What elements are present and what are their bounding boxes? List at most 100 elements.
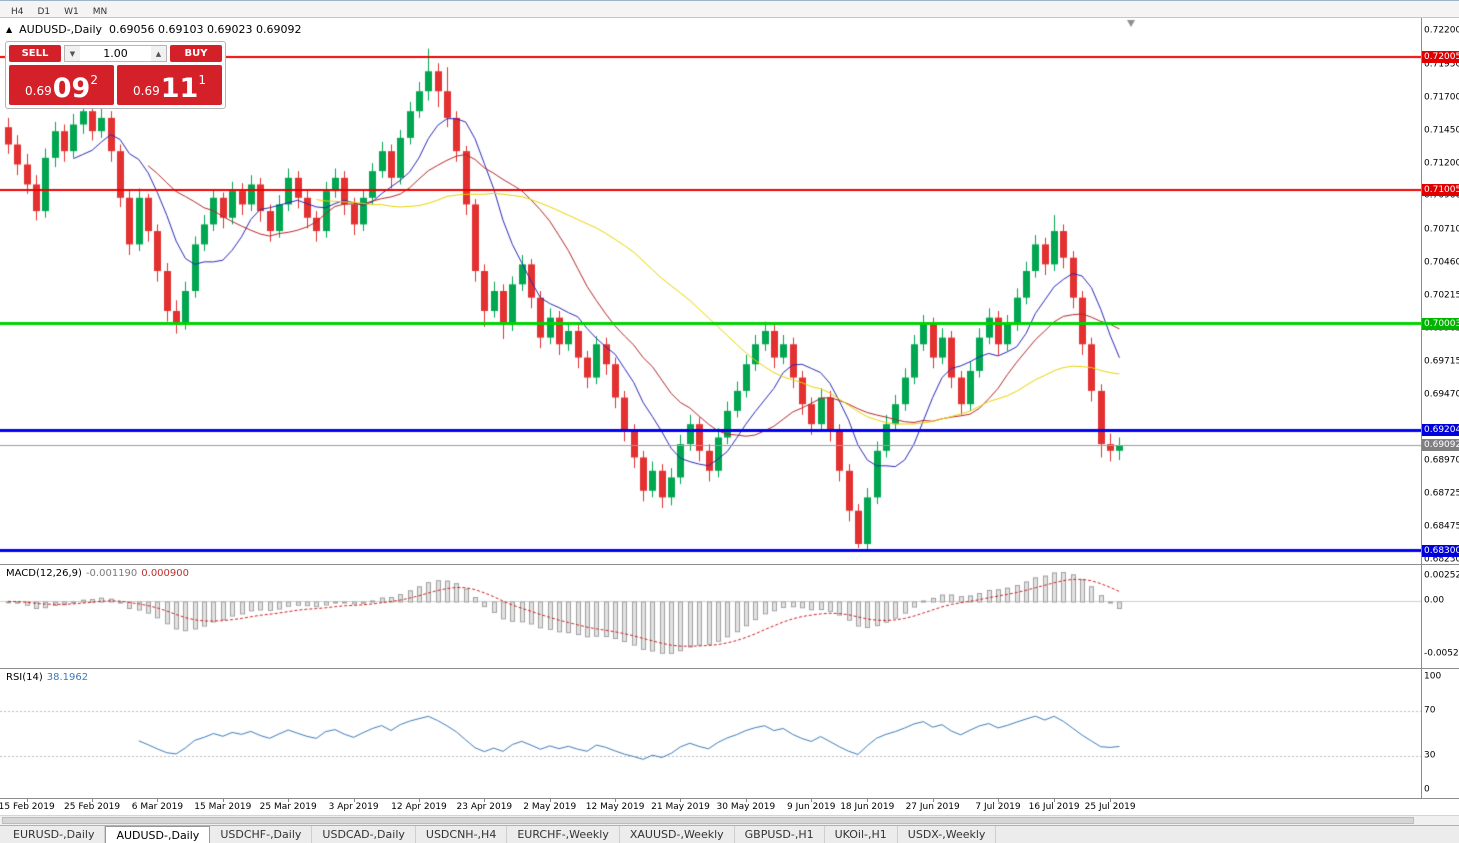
- price-scale-label: 0.69715: [1424, 356, 1459, 367]
- rsi-chart-canvas[interactable]: [0, 669, 1421, 798]
- macd-scale-label: 0.00: [1424, 595, 1445, 606]
- date-axis-label: 16 Jul 2019: [1028, 802, 1080, 812]
- macd-scale-label: -0.00523: [1424, 648, 1459, 659]
- macd-main-value: -0.001190: [85, 568, 138, 579]
- price-scale-label: 0.68230: [1424, 554, 1459, 565]
- buy-price-big: 11: [160, 73, 199, 104]
- date-axis-label: 6 Mar 2019: [131, 802, 184, 812]
- price-scale-label: 0.69470: [1424, 389, 1459, 400]
- buy-button[interactable]: BUY: [170, 45, 222, 62]
- date-axis-tick: [745, 799, 747, 802]
- sell-price-prefix: 0.69: [25, 84, 52, 98]
- macd-name: MACD(12,26,9): [6, 568, 82, 579]
- date-axis-label: 30 May 2019: [716, 802, 776, 812]
- rsi-scale-label: 0: [1424, 784, 1430, 795]
- date-axis-tick: [932, 799, 934, 802]
- chart-title: ▲ AUDUSD-,Daily 0.69056 0.69103 0.69023 …: [6, 23, 301, 36]
- price-scale-label: 0.71450: [1424, 125, 1459, 136]
- date-axis-tick: [418, 799, 420, 802]
- date-axis-tick: [26, 799, 28, 802]
- price-scale-label: 0.68725: [1424, 488, 1459, 499]
- timeframe-button-mn[interactable]: MN: [86, 5, 115, 19]
- timeframe-button-h4[interactable]: H4: [4, 5, 31, 19]
- chart-tab-bar: EURUSD-,Daily AUDUSD-,Daily USDCHF-,Daily U…: [0, 825, 1459, 843]
- horizontal-scrollbar[interactable]: [0, 815, 1459, 825]
- date-axis-tick: [222, 799, 224, 802]
- price-scale[interactable]: 0.722000.719500.717000.714500.712000.709…: [1421, 18, 1459, 564]
- macd-signal-value: 0.000900: [141, 568, 189, 579]
- date-axis-tick: [353, 799, 355, 802]
- chart-window: 0.722000.719500.717000.714500.712000.709…: [0, 18, 1459, 825]
- date-axis-label: 25 Feb 2019: [64, 802, 121, 812]
- date-axis-label: 25 Jul 2019: [1084, 802, 1136, 812]
- date-axis-label: 18 Jun 2019: [840, 802, 895, 812]
- price-scale-label: 0.68970: [1424, 455, 1459, 466]
- date-axis-label: 3 Apr 2019: [328, 802, 379, 812]
- date-axis-tick: [157, 799, 159, 802]
- tab-usdcad-daily[interactable]: USDCAD-,Daily: [312, 826, 416, 843]
- timeframe-buttons: H4 D1 W1 MN: [4, 0, 114, 19]
- sell-button[interactable]: SELL: [9, 45, 61, 62]
- date-axis-label: 21 May 2019: [651, 802, 710, 812]
- tab-eurusd-daily[interactable]: EURUSD-,Daily: [3, 826, 106, 843]
- price-level-badge: 0.70003: [1422, 317, 1459, 330]
- tab-usdchf-daily[interactable]: USDCHF-,Daily: [210, 826, 313, 843]
- date-axis-label: 15 Mar 2019: [194, 802, 252, 812]
- volume-decrease-icon[interactable]: ▼: [65, 46, 80, 61]
- price-chart-canvas[interactable]: [0, 18, 1421, 564]
- rsi-scale-label: 100: [1424, 671, 1442, 682]
- rsi-scale-label: 30: [1424, 750, 1436, 761]
- tab-eurchf-weekly[interactable]: EURCHF-,Weekly: [507, 826, 620, 843]
- date-axis-label: 15 Feb 2019: [0, 802, 55, 812]
- date-axis-tick: [92, 799, 94, 802]
- volume-value[interactable]: 1.00: [103, 47, 128, 60]
- price-scale-label: 0.70460: [1424, 257, 1459, 268]
- date-axis-tick: [998, 799, 1000, 802]
- macd-label: MACD(12,26,9) -0.001190 0.000900: [6, 568, 189, 579]
- timeframe-button-d1[interactable]: D1: [31, 5, 58, 19]
- tab-usdx-weekly[interactable]: USDX-,Weekly: [898, 826, 997, 843]
- volume-increase-icon[interactable]: ▲: [151, 46, 166, 61]
- date-axis-tick: [549, 799, 551, 802]
- buy-price-pip: 1: [198, 73, 206, 87]
- tab-usdcnh-h4[interactable]: USDCNH-,H4: [416, 826, 508, 843]
- rsi-name: RSI(14): [6, 672, 43, 683]
- rsi-scale: 100 70 30 0: [1421, 669, 1459, 798]
- price-level-badge: 0.69092: [1422, 439, 1459, 452]
- date-axis[interactable]: 15 Feb 2019 25 Feb 2019 6 Mar 2019 15 Mar 2…: [0, 799, 1459, 815]
- date-axis-tick: [288, 799, 290, 802]
- timeframe-toolbar: H4 D1 W1 MN: [0, 0, 1459, 18]
- scrollbar-thumb[interactable]: [2, 817, 1414, 824]
- tab-ukoil-h1[interactable]: UKOil-,H1: [825, 826, 898, 843]
- date-axis-label: 12 May 2019: [585, 802, 645, 812]
- price-level-badge: 0.69204: [1422, 424, 1459, 437]
- volume-control: ▼ 1.00 ▲: [64, 45, 167, 62]
- rsi-value: 38.1962: [46, 672, 89, 683]
- price-scale-label: 0.70215: [1424, 290, 1459, 301]
- rsi-label: RSI(14) 38.1962: [6, 672, 88, 683]
- date-axis-tick: [615, 799, 617, 802]
- sell-price-button[interactable]: 0.69 09 2: [9, 65, 114, 105]
- date-axis-tick: [1054, 799, 1056, 802]
- sell-price-pip: 2: [90, 73, 98, 87]
- tab-gbpusd-h1[interactable]: GBPUSD-,H1: [735, 826, 825, 843]
- price-scale-label: 0.71200: [1424, 158, 1459, 169]
- price-pane: 0.722000.719500.717000.714500.712000.709…: [0, 18, 1459, 565]
- buy-price-button[interactable]: 0.69 11 1: [117, 65, 222, 105]
- date-axis-tick: [867, 799, 869, 802]
- date-axis-label: 25 Mar 2019: [259, 802, 317, 812]
- macd-chart-canvas[interactable]: [0, 565, 1421, 668]
- price-level-badge: 0.68300: [1422, 544, 1459, 557]
- sell-price-big: 09: [52, 73, 91, 104]
- timeframe-button-w1[interactable]: W1: [57, 5, 86, 19]
- date-axis-tick: [680, 799, 682, 802]
- price-scale-label: 0.68475: [1424, 521, 1459, 532]
- one-click-trading-panel: SELL ▼ 1.00 ▲ BUY 0.69 09 2 0.69: [5, 41, 226, 109]
- macd-scale-label: 0.00252: [1424, 570, 1459, 581]
- tab-audusd-daily[interactable]: AUDUSD-,Daily: [105, 826, 211, 843]
- date-axis-tick: [811, 799, 813, 802]
- date-axis-label: 23 Apr 2019: [456, 802, 513, 812]
- tab-xauusd-weekly[interactable]: XAUUSD-,Weekly: [620, 826, 735, 843]
- date-axis-label: 7 Jul 2019: [975, 802, 1021, 812]
- date-axis-label: 12 Apr 2019: [391, 802, 447, 812]
